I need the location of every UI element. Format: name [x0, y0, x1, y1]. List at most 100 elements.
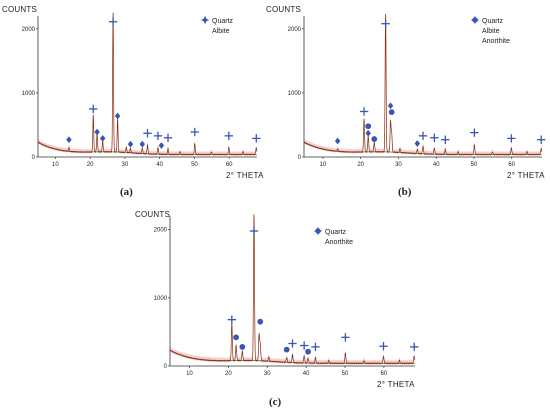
cross-phase-marker: [341, 333, 350, 342]
legend-label: Albite: [212, 27, 230, 35]
xrd-panel-c: COUNTS 0 1000 2000 10 20 30 40 50 60 2° THETA (c…: [133, 206, 423, 414]
y-tick-label: 1000: [22, 91, 36, 97]
cross-phase-marker: [537, 135, 546, 144]
x-tick-label: 50: [471, 162, 478, 168]
circle-phase-marker: [257, 318, 264, 325]
cross-phase-marker: [190, 127, 199, 137]
circle-phase-marker: [305, 348, 311, 355]
x-tick-label: 40: [433, 162, 440, 168]
panel-caption: (b): [398, 186, 412, 198]
y-tick-label: 0: [32, 155, 36, 161]
cross-phase-marker: [299, 341, 309, 350]
legend-item-albite: Albite: [470, 16, 510, 36]
chart-area: 0 1000 2000 10 20 30 40 50 60: [154, 211, 419, 377]
x-axis-title: 2° THETA: [377, 380, 415, 389]
diamond-phase-marker: [139, 140, 146, 148]
x-tick-label: 20: [87, 162, 94, 168]
diamond-phase-marker: [94, 128, 100, 136]
cross-phase-marker: [252, 134, 261, 143]
x-tick-label: 60: [381, 371, 388, 377]
legend-item-anorthite: Anorthite: [313, 228, 354, 247]
x-tick-label: 30: [122, 162, 129, 168]
legend-item-anorthite: Anorthite: [470, 17, 511, 46]
x-tick-label: 60: [226, 162, 233, 168]
diffraction-trace: [37, 12, 258, 156]
xrd-panel-a: COUNTS 0 1000 2000 10 20 30 40 50 60 2° THETA (a…: [0, 0, 270, 210]
circle-phase-marker: [371, 136, 378, 142]
x-tick-label: 30: [395, 162, 402, 168]
cross-phase-marker: [163, 133, 173, 142]
x-tick-label: 10: [52, 162, 59, 168]
circle-phase-marker: [283, 346, 290, 353]
x-tick-label: 50: [191, 162, 198, 168]
y-axis-title: COUNTS: [2, 5, 37, 14]
diamond-legend-symbol: [202, 16, 208, 24]
circle-phase-marker: [365, 123, 372, 130]
legend-label: Albite: [482, 27, 500, 35]
cross-phase-marker: [441, 135, 450, 144]
cross-phase-marker: [89, 104, 98, 114]
cross-phase-marker: [224, 131, 234, 141]
y-axis-title: COUNTS: [135, 210, 170, 219]
panel-caption: (c): [269, 396, 282, 408]
x-tick-label: 30: [264, 371, 271, 377]
cross-phase-marker: [288, 339, 297, 348]
circle-phase-marker: [388, 109, 395, 116]
x-tick-label: 60: [508, 162, 515, 168]
circle-phase-marker: [233, 334, 240, 341]
circle-phase-marker: [239, 344, 246, 350]
circle-legend-svg: [315, 228, 321, 234]
x-tick-label: 40: [156, 162, 163, 168]
diamond-phase-marker: [158, 142, 165, 149]
cross-phase-marker: [311, 342, 320, 352]
legend-label: Quartz: [212, 17, 234, 25]
y-tick-label: 0: [164, 364, 168, 370]
legend-label: Quartz: [482, 17, 504, 25]
circle-legend-symbol: [472, 17, 478, 23]
circle-legend-symbol: [315, 228, 321, 234]
legend: Quartz Anorthite: [313, 227, 353, 247]
cross-phase-marker: [418, 131, 428, 141]
x-tick-label: 20: [357, 162, 364, 168]
diamond-phase-marker: [66, 136, 72, 144]
cross-phase-marker: [249, 226, 259, 236]
cross-phase-marker: [430, 133, 439, 142]
cross-phase-marker: [143, 129, 152, 138]
panel-caption: (a): [120, 186, 133, 198]
legend-label: Quartz: [325, 228, 347, 236]
x-axis-title: 2° THETA: [507, 171, 545, 180]
diamond-legend-svg: [202, 16, 208, 24]
x-tick-label: 50: [342, 371, 349, 377]
y-tick-label: 2000: [154, 228, 168, 234]
cross-phase-marker: [379, 342, 388, 351]
cross-phase-marker: [507, 134, 516, 143]
diffraction-trace: [303, 13, 543, 156]
x-tick-label: 20: [225, 371, 232, 377]
x-tick-label: 40: [303, 371, 310, 377]
diamond-phase-marker: [365, 129, 371, 137]
y-tick-label: 1000: [288, 91, 302, 97]
y-axis-title: COUNTS: [266, 5, 301, 14]
legend-label: Anorthite: [482, 37, 511, 45]
xrd-panel-b: COUNTS 0 1000 2000 10 20 30 40 50 60 2° THETA (b…: [264, 0, 550, 210]
y-tick-label: 0: [298, 155, 302, 161]
diamond-phase-marker: [127, 140, 134, 148]
diamond-phase-marker: [114, 112, 121, 120]
legend-item-albite: Albite: [200, 16, 233, 36]
cross-phase-marker: [227, 315, 237, 324]
circle-legend-svg: [472, 17, 478, 23]
y-tick-label: 1000: [154, 296, 168, 302]
chart-area: 0 1000 2000 10 20 30 40 50 60: [288, 11, 546, 168]
diamond-phase-marker: [387, 102, 394, 110]
legend-label: Anorthite: [325, 238, 354, 246]
cross-phase-marker: [470, 128, 479, 137]
cross-phase-marker: [381, 19, 390, 28]
diamond-phase-marker: [99, 135, 106, 142]
cross-phase-marker: [108, 17, 118, 26]
x-tick-label: 10: [320, 162, 327, 168]
legend: Quartz Albite Anorthite: [470, 16, 510, 46]
x-axis-title: 2° THETA: [226, 171, 264, 180]
y-tick-label: 2000: [288, 27, 302, 33]
diamond-phase-marker: [334, 137, 341, 145]
diffraction-trace: [169, 214, 416, 365]
